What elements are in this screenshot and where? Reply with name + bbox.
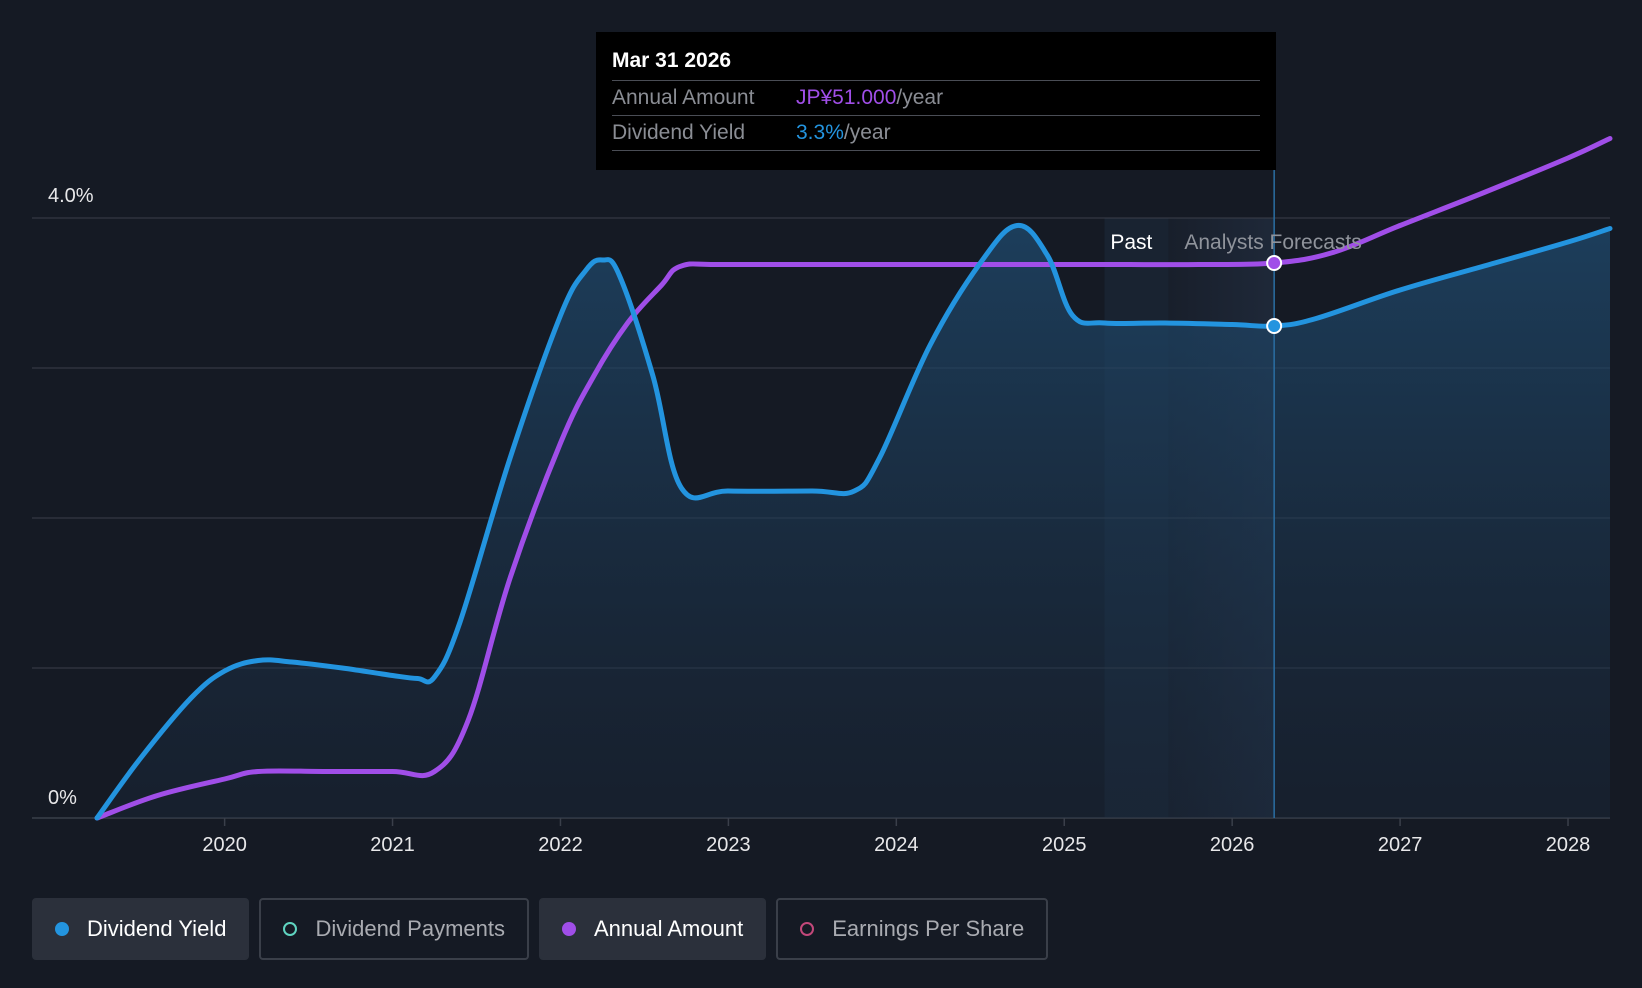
hover-tooltip: Mar 31 2026 Annual Amount JP¥51.000 /yea… xyxy=(596,32,1276,170)
dividend-yield-dot-icon xyxy=(55,922,69,936)
tooltip-annual-label: Annual Amount xyxy=(612,86,755,109)
dividend-payments-ring-icon xyxy=(283,922,298,936)
legend-annual-amount[interactable]: Annual Amount xyxy=(538,898,767,960)
legend-label: Earnings Per Share xyxy=(832,916,1025,941)
legend-label: Dividend Payments xyxy=(315,916,505,941)
x-tick-label: 2020 xyxy=(202,834,247,856)
y-tick-label: 0% xyxy=(48,787,77,809)
legend-label: Dividend Yield xyxy=(87,916,227,941)
tooltip-yield-value: 3.3% xyxy=(796,121,844,144)
legend-earnings-per-share[interactable]: Earnings Per Share xyxy=(776,898,1049,960)
tooltip-date: Mar 31 2026 xyxy=(612,49,732,72)
annual-amount-dot-icon xyxy=(561,922,576,936)
x-tick-label: 2024 xyxy=(874,834,919,856)
legend-label: Annual Amount xyxy=(593,916,744,941)
tooltip-annual-row: Annual Amount JP¥51.000 /year xyxy=(612,80,1260,115)
x-tick-label: 2025 xyxy=(1042,834,1087,856)
x-tick-label: 2027 xyxy=(1378,834,1423,856)
tooltip-annual-suffix: /year xyxy=(896,86,944,109)
y-tick-label: 4.0% xyxy=(48,185,94,207)
forecast-label: Analysts Forecasts xyxy=(1184,231,1361,254)
x-tick-label: 2021 xyxy=(370,834,415,856)
annual-amount-hover-point xyxy=(1266,255,1283,271)
dividend-yield-hover-point xyxy=(1266,318,1283,334)
past-label: Past xyxy=(1110,231,1152,254)
x-tick-label: 2022 xyxy=(538,834,583,856)
legend-dividend-payments[interactable]: Dividend Payments xyxy=(259,898,529,960)
dividend-yield-line xyxy=(94,223,1613,821)
tooltip-yield-suffix: /year xyxy=(843,121,891,144)
legend-dividend-yield[interactable]: Dividend Yield xyxy=(32,898,250,960)
tooltip-yield-row: Dividend Yield 3.3% /year xyxy=(612,115,1260,151)
tooltip-yield-label: Dividend Yield xyxy=(612,121,746,144)
x-tick-label: 2028 xyxy=(1546,834,1591,856)
dividend-yield-area xyxy=(97,225,1610,818)
x-tick-label: 2023 xyxy=(706,834,751,856)
tooltip-annual-value: JP¥51.000 xyxy=(796,86,897,109)
legend: Dividend Yield Dividend Payments Annual … xyxy=(32,898,1049,960)
x-tick-label: 2026 xyxy=(1210,834,1255,856)
annual-amount-line xyxy=(94,136,1613,821)
earnings-per-share-ring-icon xyxy=(800,922,815,936)
